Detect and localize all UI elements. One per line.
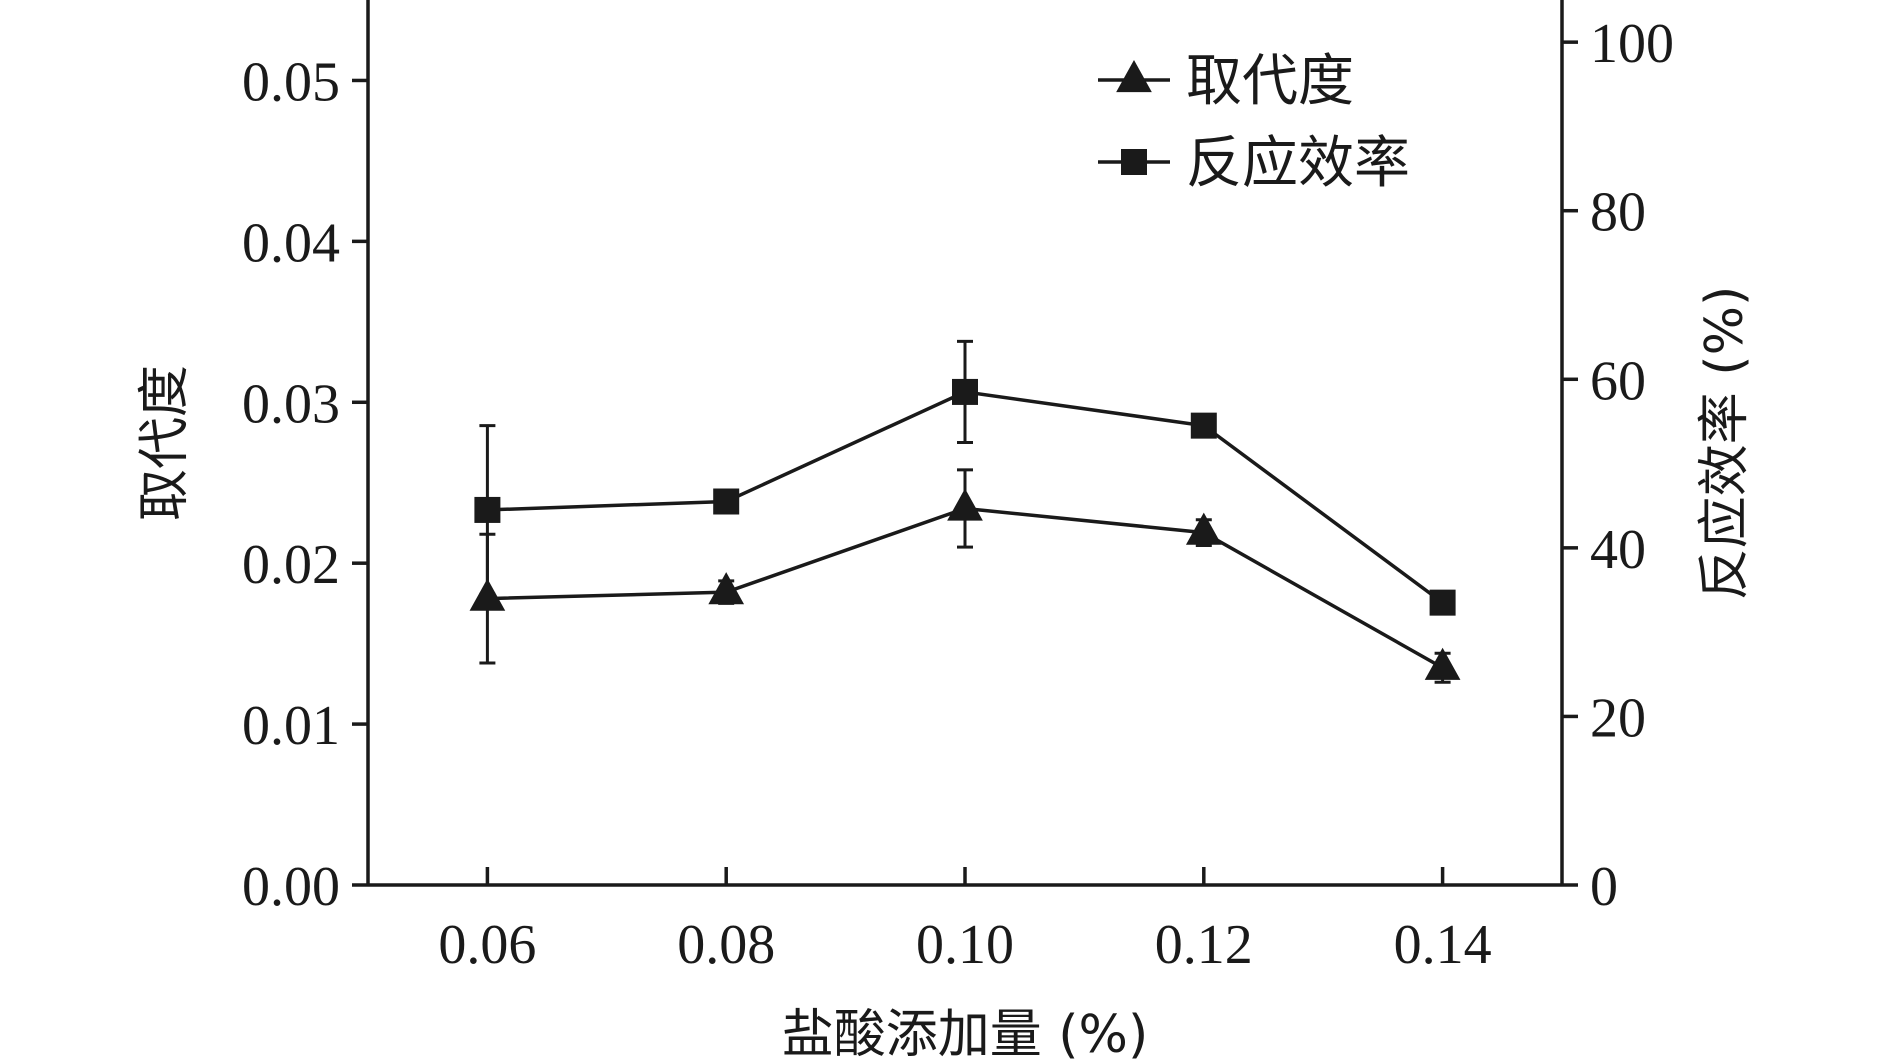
square-marker — [952, 378, 978, 405]
triangle-marker — [1185, 512, 1222, 545]
y-right-tick-label: 40 — [1590, 519, 1646, 581]
x-axis-title: 盐酸添加量 (%) — [782, 1005, 1149, 1063]
x-tick-label: 0.12 — [1155, 914, 1253, 976]
y-left-tick-label: 0.04 — [242, 212, 340, 274]
triangle-marker — [1424, 647, 1461, 680]
y-left-tick-label: 0.03 — [242, 373, 340, 435]
legend-triangle-label: 取代度 — [1186, 49, 1354, 114]
y-right-tick-label: 100 — [1590, 13, 1674, 75]
legend-triangle-marker — [1116, 59, 1152, 93]
y-left-tick-label: 0.05 — [242, 51, 340, 113]
square-marker — [474, 496, 501, 523]
x-tick-label: 0.06 — [438, 914, 536, 976]
y-axis-left-title: 取代度 — [135, 365, 195, 521]
square-marker — [1429, 589, 1456, 616]
square-marker — [713, 488, 740, 515]
triangle-marker — [947, 488, 983, 521]
legend-square-marker — [1121, 149, 1147, 175]
y-right-tick-label: 60 — [1590, 350, 1646, 412]
legend-square-label: 反应效率 — [1186, 131, 1410, 196]
series-layer — [469, 339, 1461, 684]
y-right-tick-label: 0 — [1590, 856, 1618, 918]
triangle-marker — [708, 572, 745, 605]
y-left-tick-label: 0.00 — [242, 856, 340, 918]
y-right-tick-label: 20 — [1590, 687, 1646, 749]
square-marker — [1190, 412, 1217, 439]
y-axis-right-title: 反应效率 (%) — [1695, 286, 1755, 601]
y-left-tick-label: 0.02 — [242, 534, 340, 596]
x-tick-label: 0.08 — [677, 914, 775, 976]
axes: 0.06 0.08 0.10 0.12 0.14 0.00 0.01 0.02 0.03 0.04… — [242, 0, 1674, 976]
y-left-tick-label: 0.01 — [242, 695, 340, 757]
x-tick-label: 0.10 — [916, 914, 1014, 976]
y-right-tick-label: 80 — [1590, 182, 1646, 244]
x-tick-label: 0.14 — [1394, 914, 1492, 976]
